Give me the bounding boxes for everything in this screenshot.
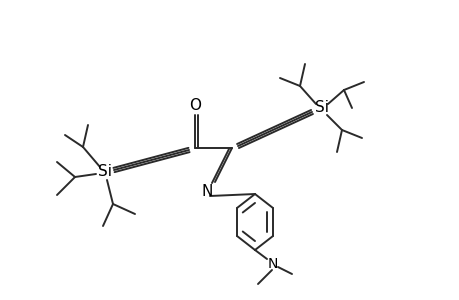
- Text: O: O: [189, 98, 201, 112]
- Text: N: N: [201, 184, 212, 200]
- Text: Si: Si: [98, 164, 112, 179]
- Text: N: N: [267, 257, 278, 271]
- Text: Si: Si: [314, 100, 328, 116]
